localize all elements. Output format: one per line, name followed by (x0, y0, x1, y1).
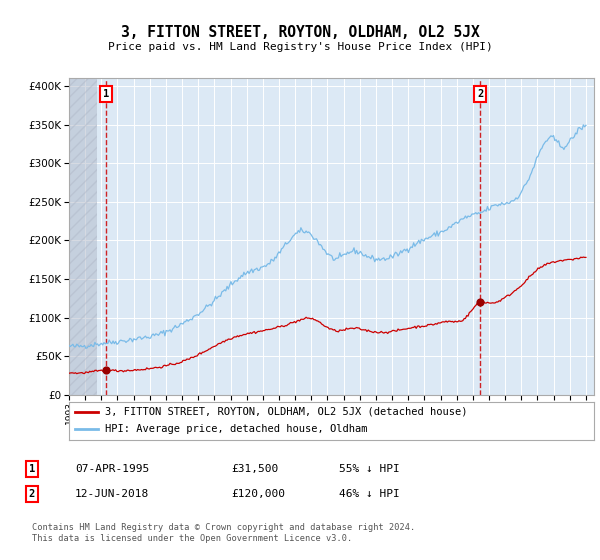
Text: 1: 1 (29, 464, 35, 474)
Point (475, 298, 485, 307)
Bar (69, 78, 97, 395)
Text: 46% ↓ HPI: 46% ↓ HPI (339, 489, 400, 499)
Text: Contains HM Land Registry data © Crown copyright and database right 2024.
This d: Contains HM Land Registry data © Crown c… (32, 524, 415, 543)
Text: £120,000: £120,000 (231, 489, 285, 499)
Point (101, 366, 110, 375)
Text: £31,500: £31,500 (231, 464, 278, 474)
Text: Price paid vs. HM Land Registry's House Price Index (HPI): Price paid vs. HM Land Registry's House … (107, 42, 493, 52)
Text: 12-JUN-2018: 12-JUN-2018 (75, 489, 149, 499)
Text: 55% ↓ HPI: 55% ↓ HPI (339, 464, 400, 474)
Text: 1: 1 (103, 89, 109, 99)
Text: 07-APR-1995: 07-APR-1995 (75, 464, 149, 474)
Text: 3, FITTON STREET, ROYTON, OLDHAM, OL2 5JX: 3, FITTON STREET, ROYTON, OLDHAM, OL2 5J… (121, 25, 479, 40)
Text: 2: 2 (29, 489, 35, 499)
Text: 2: 2 (477, 89, 483, 99)
Text: 3, FITTON STREET, ROYTON, OLDHAM, OL2 5JX (detached house): 3, FITTON STREET, ROYTON, OLDHAM, OL2 5J… (105, 407, 467, 417)
Text: HPI: Average price, detached house, Oldham: HPI: Average price, detached house, Oldh… (105, 424, 367, 435)
